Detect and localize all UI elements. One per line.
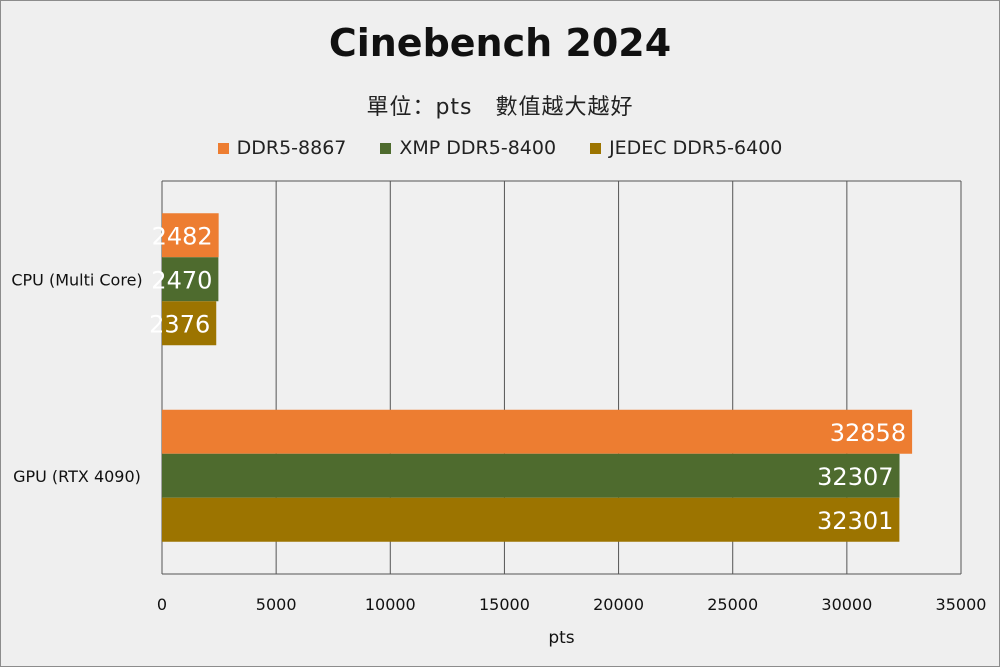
x-tick-label: 15000 — [479, 595, 530, 614]
legend-label: XMP DDR5-8400 — [399, 137, 557, 159]
chart-title: Cinebench 2024 — [328, 21, 672, 65]
y-category-label: CPU (Multi Core) — [11, 270, 142, 289]
x-tick-label: 20000 — [593, 595, 644, 614]
bar-3-1 — [162, 301, 217, 346]
x-tick-label: 0 — [157, 595, 167, 614]
data-label: 2482 — [152, 222, 213, 250]
data-label: 32307 — [817, 463, 893, 491]
legend-item-xmp-ddr5-8400: XMP DDR5-8400 — [380, 137, 556, 159]
legend-swatch — [590, 142, 602, 154]
legend-swatch — [380, 142, 392, 154]
x-tick-label: 5000 — [256, 595, 297, 614]
x-tick-label: 30000 — [821, 595, 872, 614]
x-tick-label: 25000 — [707, 595, 758, 614]
bar-3-2 — [162, 497, 900, 542]
data-label: 32301 — [817, 507, 893, 535]
data-label: 2376 — [149, 310, 210, 338]
bar-2-1 — [162, 257, 219, 302]
chart-legend: DDR5-8867 XMP DDR5-8400 JEDEC DDR5-6400 — [1, 137, 999, 159]
chart-subtitle: 單位：pts 數值越大越好 — [366, 95, 634, 120]
data-label: 2470 — [151, 266, 212, 294]
x-tick-label: 35000 — [936, 595, 987, 614]
legend-label: DDR5-8867 — [236, 137, 347, 159]
data-label: 32858 — [830, 419, 906, 447]
bar-2-2 — [162, 453, 900, 498]
bar-1-2 — [162, 409, 913, 454]
bar-1-1 — [162, 213, 219, 258]
legend-swatch — [217, 142, 229, 154]
x-axis-title: pts — [548, 628, 574, 648]
legend-label: JEDEC DDR5-6400 — [609, 137, 783, 159]
legend-item-ddr5-8867: DDR5-8867 — [217, 137, 347, 159]
legend-item-jedec-ddr5-6400: JEDEC DDR5-6400 — [590, 137, 782, 159]
x-tick-label: 10000 — [365, 595, 416, 614]
y-category-label: GPU (RTX 4090) — [13, 467, 141, 486]
